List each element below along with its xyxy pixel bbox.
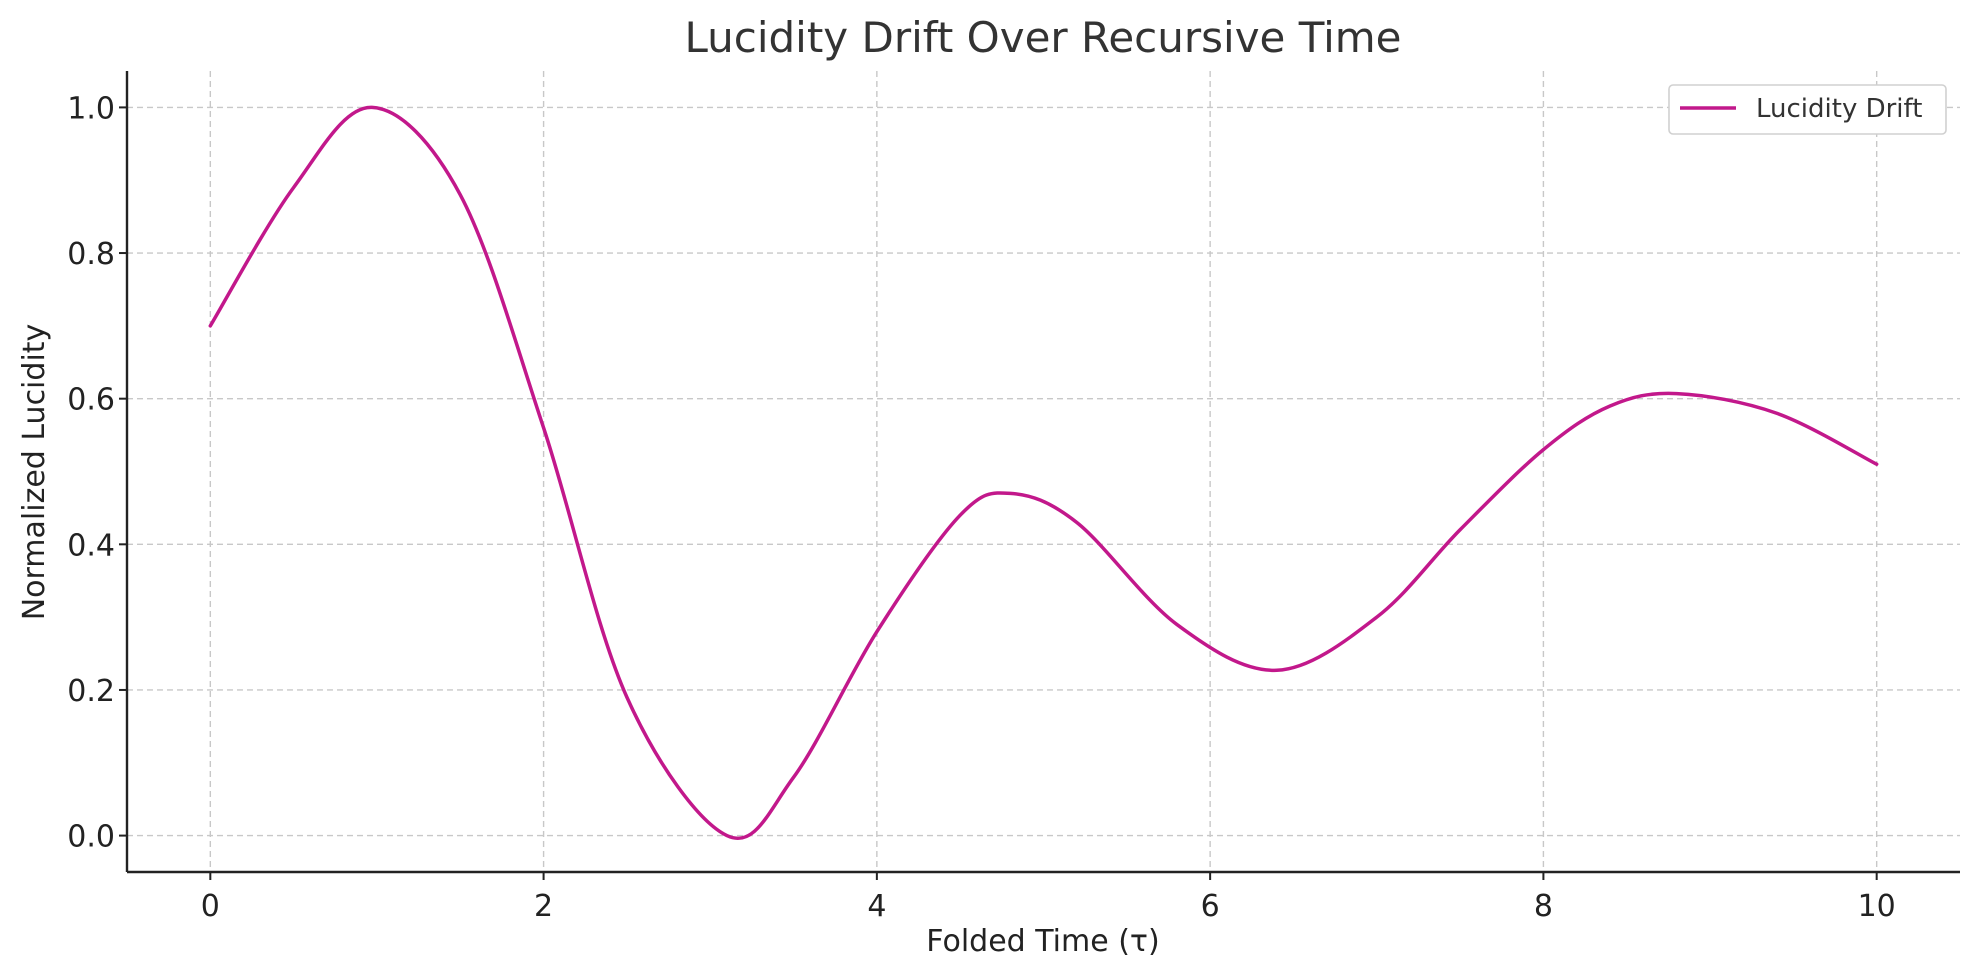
legend: Lucidity Drift xyxy=(1668,84,1947,135)
chart-title: Lucidity Drift Over Recursive Time xyxy=(684,13,1401,62)
x-axis-ticks: 0 2 4 6 8 10 xyxy=(201,872,1896,924)
y-tick-label: 0.4 xyxy=(67,528,115,563)
y-tick-label: 0.6 xyxy=(67,383,115,418)
axes xyxy=(125,71,1960,874)
legend-label: Lucidity Drift xyxy=(1756,94,1922,124)
y-tick-label: 0.8 xyxy=(67,237,115,272)
x-tick-label: 4 xyxy=(867,889,886,924)
x-tick-label: 0 xyxy=(201,889,220,924)
x-tick-label: 2 xyxy=(534,889,553,924)
y-tick-label: 1.0 xyxy=(67,91,115,126)
x-tick-label: 10 xyxy=(1858,889,1896,924)
grid-lines xyxy=(127,71,1960,872)
series-line xyxy=(208,105,1879,840)
y-tick-label: 0.0 xyxy=(67,820,115,855)
y-axis-ticks: 0.0 0.2 0.4 0.6 0.8 1.0 xyxy=(67,91,127,855)
y-axis-label: Normalized Lucidity xyxy=(17,324,52,621)
x-tick-label: 6 xyxy=(1201,889,1220,924)
y-tick-label: 0.2 xyxy=(67,674,115,709)
x-tick-label: 8 xyxy=(1534,889,1553,924)
series-lines xyxy=(208,105,1879,840)
legend-box xyxy=(1668,84,1947,135)
x-axis-label: Folded Time (τ) xyxy=(926,924,1159,959)
